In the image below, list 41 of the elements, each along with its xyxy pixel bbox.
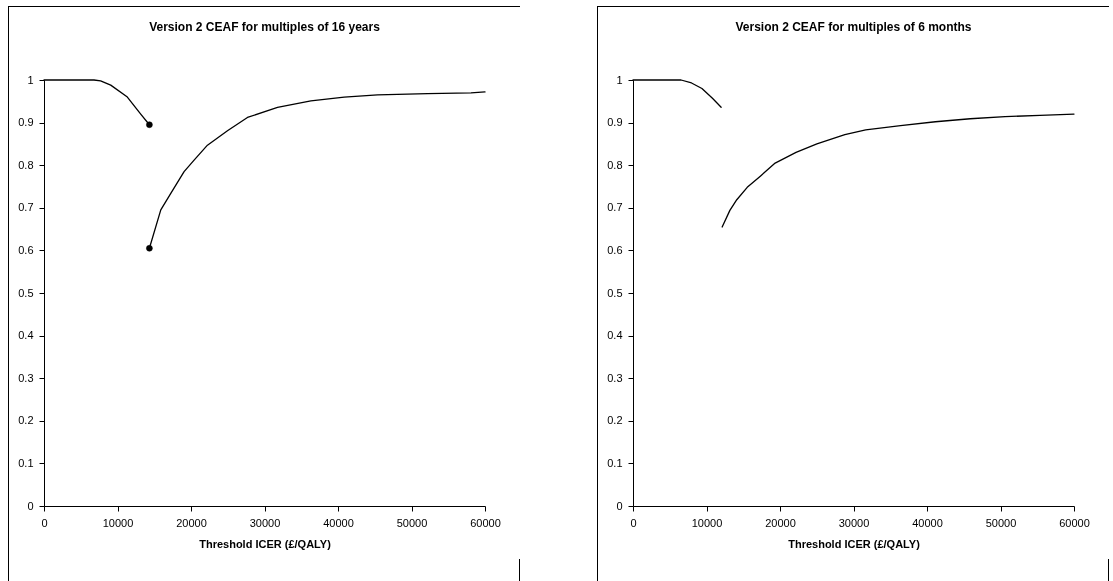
y-tick-label: 1	[616, 73, 623, 86]
line-series	[721, 113, 1075, 228]
x-tick-label: 20000	[765, 516, 796, 529]
x-tick-label: 40000	[323, 516, 354, 529]
y-tick-label: 0.3	[607, 371, 623, 384]
x-tick-label: 50000	[985, 516, 1017, 529]
x-tick-label: 0	[630, 516, 637, 529]
y-tick-label: 0.9	[18, 116, 34, 129]
y-tick-label: 0.1	[607, 456, 623, 469]
x-tick-label: 30000	[249, 516, 281, 529]
y-tick-label: 0.9	[607, 116, 623, 129]
y-tick-label: 0.8	[607, 158, 623, 171]
y-tick-label: 0.2	[607, 414, 623, 427]
y-tick-label: 0	[27, 499, 34, 512]
y-tick-label: 0	[616, 499, 623, 512]
y-tick-label: 0.7	[607, 201, 623, 214]
x-tick-label: 0	[41, 516, 48, 529]
chart-title: Version 2 CEAF for multiples of 16 years	[149, 20, 381, 34]
x-tick-label: 20000	[176, 516, 207, 529]
y-tick-label: 0.4	[18, 329, 34, 342]
y-tick-label: 0.2	[18, 414, 34, 427]
x-tick-label: 30000	[838, 516, 870, 529]
x-tick-label: 10000	[102, 516, 134, 529]
y-tick-label: 0.5	[18, 286, 34, 299]
y-tick-label: 0.5	[607, 286, 623, 299]
chart-title: Version 2 CEAF for multiples of 6 months	[735, 20, 972, 34]
y-tick-label: 0.8	[18, 158, 34, 171]
y-tick-label: 1	[27, 73, 34, 86]
x-tick-label: 60000	[470, 516, 501, 529]
y-tick-label: 0.1	[18, 456, 34, 469]
x-tick-label: 60000	[1059, 516, 1090, 529]
y-tick-label: 0.6	[18, 243, 34, 256]
x-tick-label: 40000	[912, 516, 943, 529]
y-tick-label: 0.4	[607, 329, 623, 342]
x-axis-title: Threshold ICER (£/QALY)	[199, 537, 332, 550]
x-axis-title: Threshold ICER (£/QALY)	[788, 537, 921, 550]
y-tick-label: 0.3	[18, 371, 34, 384]
y-tick-label: 0.6	[607, 243, 623, 256]
x-tick-label: 50000	[396, 516, 428, 529]
x-tick-label: 10000	[691, 516, 723, 529]
y-tick-label: 0.7	[18, 201, 34, 214]
